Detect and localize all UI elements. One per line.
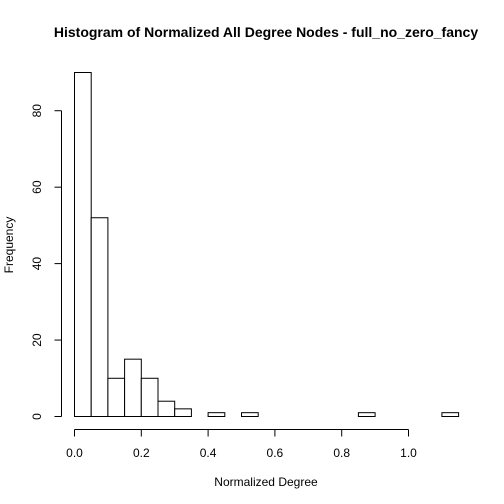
x-tick-label: 0.6 [267,446,284,460]
y-axis-label: Frequency [2,217,16,274]
y-tick-label: 80 [30,104,44,118]
x-tick-label: 1.0 [400,446,417,460]
y-tick-label: 0 [30,413,44,420]
chart-title: Histogram of Normalized All Degree Nodes… [54,24,478,40]
x-axis: 0.0 0.2 0.4 0.6 0.8 1.0 [66,429,417,460]
histogram-bar-22 [441,412,460,417]
y-axis: 0 20 40 60 80 [30,104,62,420]
histogram-bar-5 [157,400,176,418]
histogram-bar-1 [90,217,109,417]
x-tick-label: 0.8 [333,446,350,460]
x-tick-label: 0.2 [133,446,150,460]
y-tick-label: 40 [30,257,44,271]
y-tick-label: 20 [30,333,44,347]
y-tick-label: 60 [30,180,44,194]
histogram-bar-0 [74,72,92,417]
histogram-bar-8 [207,412,226,417]
histogram-bar-4 [140,377,159,417]
x-tick-label: 0.0 [66,446,83,460]
histogram-bar-17 [357,412,376,417]
x-tick-label: 0.4 [200,446,217,460]
histogram-bars [74,72,460,418]
histogram-bar-2 [107,377,126,417]
histogram-bar-6 [174,408,192,418]
histogram-bar-3 [124,358,142,417]
x-axis-label: Normalized Degree [214,475,318,489]
histogram-bar-10 [241,412,259,417]
